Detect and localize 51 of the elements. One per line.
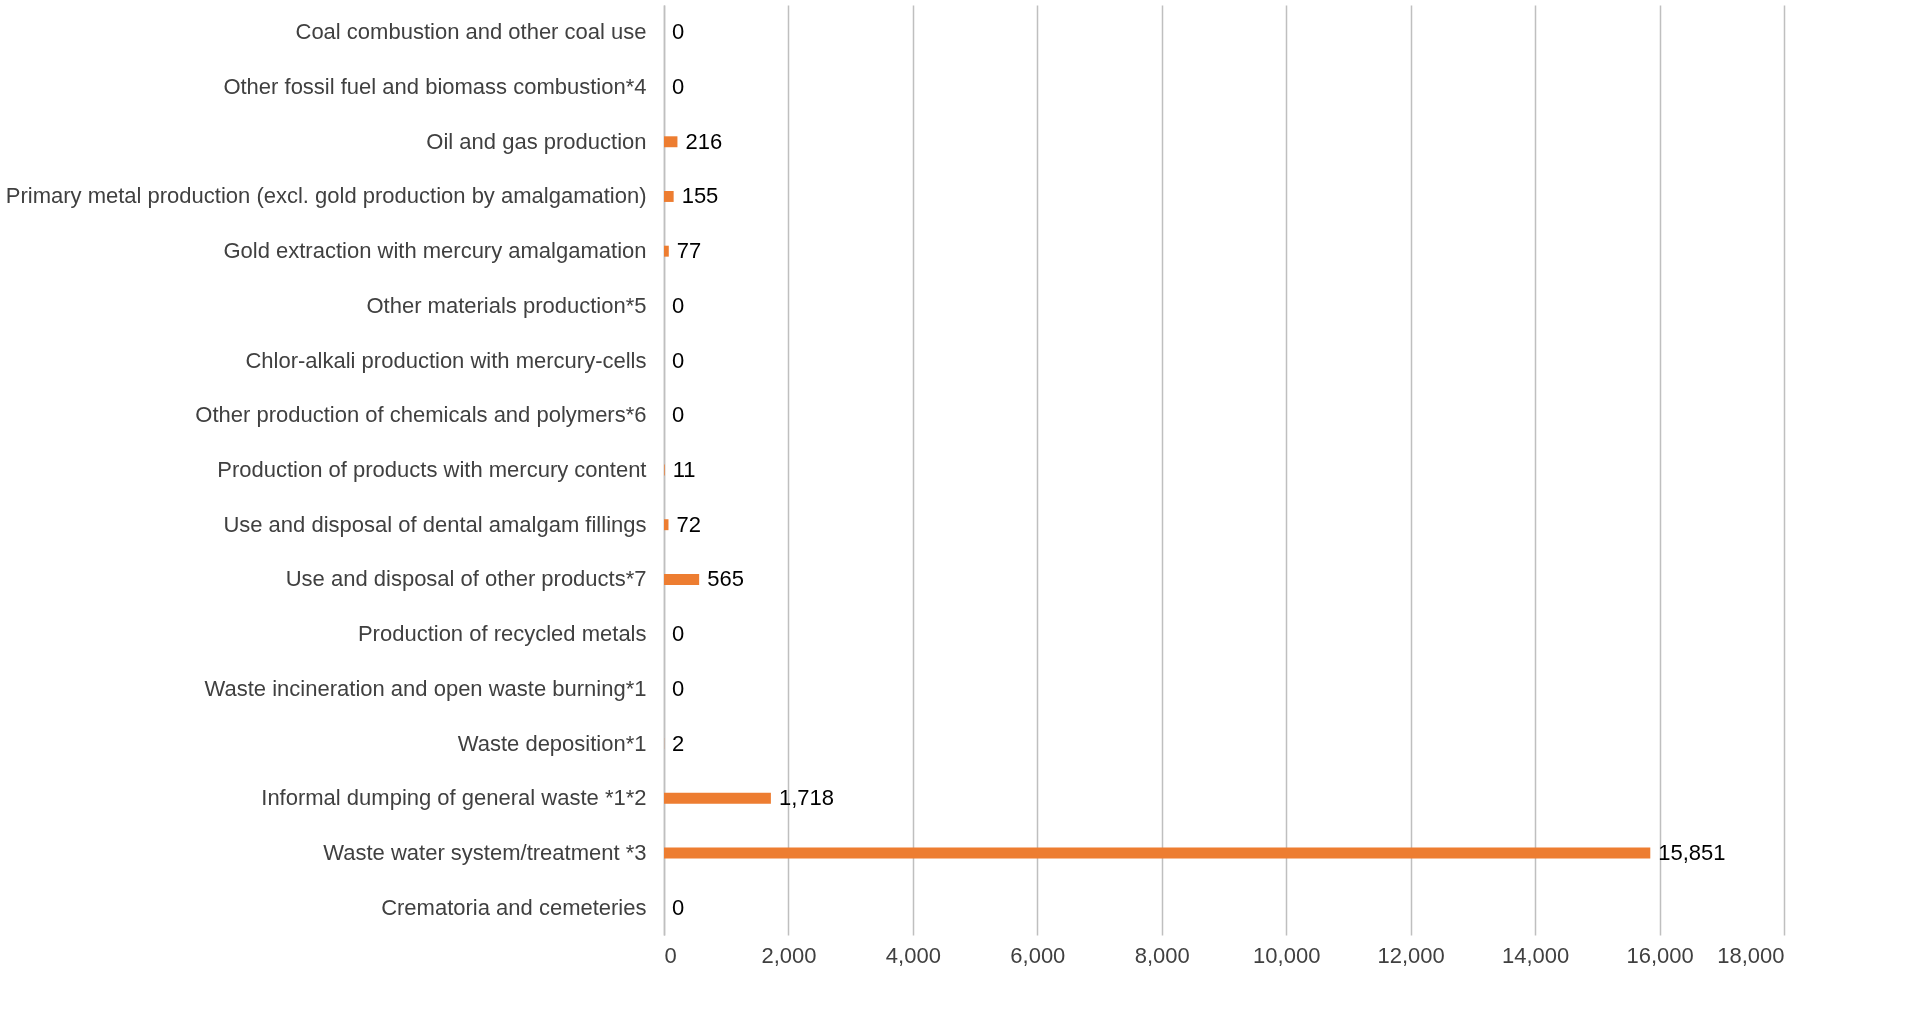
y-tick-label: Waste deposition*1 (457, 730, 647, 756)
bar (664, 847, 1651, 859)
data-label: 72 (676, 511, 701, 537)
data-label: 77 (676, 238, 702, 264)
data-label: 0 (672, 894, 685, 920)
data-label: 565 (707, 566, 744, 592)
data-label: 15,851 (1658, 839, 1726, 865)
data-label: 0 (672, 19, 685, 45)
y-tick-label: Coal combustion and other coal use (295, 19, 647, 45)
data-label: 0 (672, 74, 685, 100)
data-label: 0 (672, 402, 685, 428)
y-tick-label: Primary metal production (excl. gold production by amalgamation) (5, 183, 647, 209)
y-tick-label: Production of recycled metals (357, 621, 647, 647)
x-tick-label: 6,000 (1010, 942, 1066, 968)
data-label: 216 (685, 128, 723, 154)
y-tick-label: Production of products with mercury content (217, 457, 647, 482)
y-tick-label: Other materials production*5 (366, 292, 647, 318)
x-tick-label: 16,000 (1626, 942, 1694, 968)
y-tick-label: Other production of chemicals and polymers*6 (195, 402, 647, 428)
y-tick-label: Other fossil fuel and biomass combustion*4 (223, 74, 647, 100)
data-label: 155 (681, 183, 719, 209)
y-tick-label: Chlor-alkali production with mercury-cells (245, 347, 647, 373)
x-tick-label: 0 (664, 942, 677, 968)
y-tick-label: Informal dumping of general waste *1*2 (261, 785, 647, 811)
y-tick-label: Use and disposal of other products*7 (285, 566, 647, 592)
x-tick-label: 10,000 (1253, 942, 1321, 968)
x-tick-label: 8,000 (1134, 942, 1190, 968)
data-label: 0 (672, 675, 685, 701)
bar (664, 136, 678, 148)
x-tick-label: 18,000 (1717, 942, 1785, 968)
data-label: 0 (672, 292, 685, 318)
x-tick-label: 4,000 (885, 942, 941, 968)
y-tick-label: Gold extraction with mercury amalgamation (223, 238, 647, 264)
y-tick-label: Waste water system/treatment *3 (323, 839, 647, 865)
y-tick-label: Waste incineration and open waste burning*1 (204, 675, 647, 701)
y-tick-label: Crematoria and cemeteries (381, 894, 647, 920)
y-tick-label: Oil and gas production (426, 128, 647, 154)
data-label: 0 (672, 621, 685, 647)
bar (664, 792, 771, 804)
x-tick-label: 2,000 (761, 942, 817, 968)
x-tick-label: 14,000 (1501, 942, 1570, 968)
data-label: 2 (672, 730, 685, 756)
y-tick-label: Use and disposal of dental amalgam fillings (223, 511, 647, 537)
bar (664, 573, 700, 585)
data-label: 1,718 (778, 785, 834, 811)
data-label: 11 (672, 457, 696, 482)
bar (664, 245, 669, 257)
x-tick-label: 12,000 (1377, 942, 1445, 968)
bar (664, 191, 674, 202)
data-label: 0 (672, 347, 685, 373)
bar (664, 519, 669, 531)
